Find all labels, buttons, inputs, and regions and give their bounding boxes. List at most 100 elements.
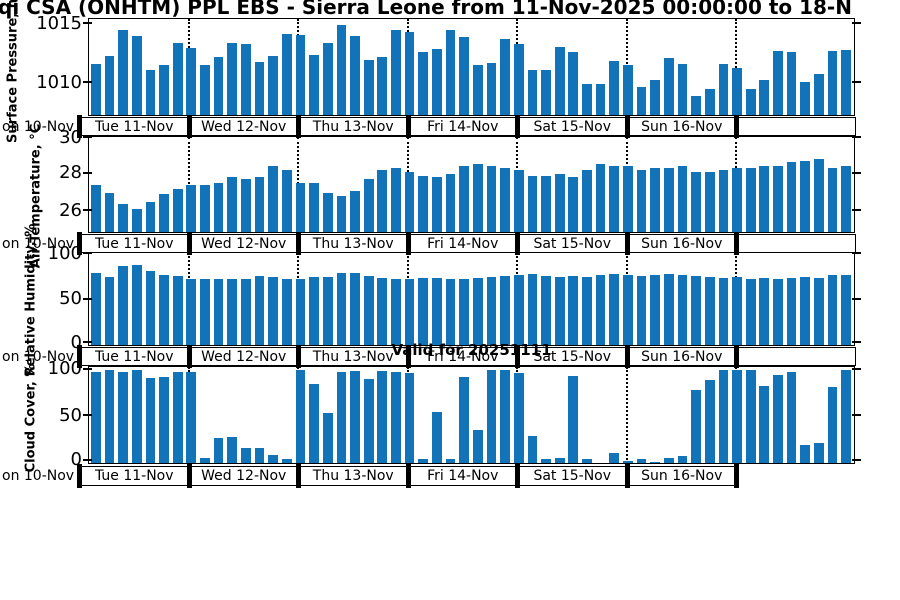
air_temperature-bar [213,183,224,232]
axis-tick [82,136,92,138]
cloud_cover-bar [677,456,688,463]
relative_humidity-bar [527,274,538,345]
relative_humidity-bar [445,278,456,345]
day-boundary-line [187,137,190,232]
surface_pressure-bar [172,43,183,115]
cloud_cover-bar [800,444,811,463]
air_temperature-bar [377,169,388,232]
cloud_cover-bar [104,369,115,463]
surface_pressure-bar [691,96,701,115]
cloud_cover-bar [759,385,770,463]
day-separator [734,345,739,368]
air_temperature-bar [254,177,265,232]
cloud_cover-bar [281,458,292,463]
surface_pressure-bar [309,54,319,115]
surface_pressure-bar [609,60,620,115]
surface_pressure-bar [595,84,606,115]
relative_humidity-bar [814,277,824,345]
day-label-box: Fri 14-Nov [408,347,518,366]
air_temperature-bar [227,177,238,232]
surface_pressure-bar [404,32,415,115]
day-label-box: Sun 16-Nov [627,234,737,253]
day-separator [186,345,192,368]
relative_humidity-bar [609,274,620,345]
cloud_cover-plot [82,366,861,464]
cloud_cover-bar [650,461,661,463]
surface_pressure-plot [82,18,861,116]
axis-tick [851,297,861,300]
relative_humidity-bar [513,274,524,345]
air_temperature-bar [595,164,606,232]
relative_humidity-bar [500,275,510,345]
surface_pressure-bar [432,48,442,115]
day-separator [515,463,520,488]
day-separator [624,232,630,255]
surface_pressure-bar [322,43,333,115]
air_temperature-bar [363,179,374,232]
surface_pressure-bar [486,63,497,115]
air_temperature-bar [486,166,497,232]
axis-tick [82,458,92,461]
day-label-box-empty [736,117,856,136]
ytick-label: 100 [47,242,82,264]
relative_humidity-bar [472,277,483,345]
cloud_cover-bar [227,436,238,463]
surface_pressure-bar [186,47,197,115]
relative_humidity-bar [554,276,565,345]
day-separator [734,115,739,138]
air_temperature-bar [718,169,729,232]
relative_humidity-bar [691,275,701,345]
axis-tick [82,297,92,300]
clipped-day-label: on 10-Nov [2,118,75,135]
day-label-box: Wed 12-Nov [189,117,299,136]
day-separator [405,232,411,255]
relative_humidity-bar [336,273,347,345]
relative_humidity-bar [786,277,797,345]
day-label-box: Sat 15-Nov [517,234,627,253]
day-separator [77,115,82,138]
air_temperature-bar [404,171,415,232]
air_temperature-bar [281,169,292,232]
day-label-box: Sun 16-Nov [627,347,737,366]
day-separator [186,463,192,488]
cloud_cover-bar [213,437,224,463]
figure-title: qi CSA (ONHTM) PPL EBS - Sierra Leone fr… [0,0,852,19]
cloud_cover-bar [363,379,374,463]
day-label-box: Wed 12-Nov [189,347,299,366]
day-separator [624,115,630,138]
day-label-box: Wed 12-Nov [189,234,299,253]
cloud_cover-bar [268,455,279,463]
air_temperature-bar [786,162,797,232]
day-separator [296,232,301,255]
cloud_cover-bar [145,378,156,463]
day-separator [296,115,301,138]
surface_pressure-bar [268,56,279,115]
air_temperature-bar [609,166,620,232]
cloud_cover-bar [432,411,442,463]
relative_humidity-bar [773,278,783,345]
relative_humidity-plot [82,252,861,346]
day-label-box: Thu 13-Nov [298,465,408,486]
surface_pressure-bar [745,89,756,115]
surface_pressure-bar [90,64,101,115]
relative_humidity-bar [650,274,661,345]
cloud_cover-bar [295,369,306,463]
cloud_cover-bar [663,457,674,463]
surface_pressure-bar [554,46,565,115]
air_temperature-bar [118,203,128,232]
surface_pressure-bar [159,65,169,115]
relative_humidity-bar [391,278,401,345]
day-label-box: Thu 13-Nov [298,347,408,366]
axis-tick [851,367,861,370]
relative_humidity-bar [827,274,838,345]
day-separator [77,345,82,368]
air_temperature-bar [241,179,251,232]
surface_pressure-bar [472,65,483,115]
relative_humidity-bar [363,275,374,345]
air_temperature-bar [90,185,101,232]
surface_pressure-bar [513,44,524,115]
day-label-box: Sat 15-Nov [517,347,627,366]
day-separator [405,115,411,138]
relative_humidity-bar [623,274,633,345]
surface_pressure-bar [704,89,715,115]
